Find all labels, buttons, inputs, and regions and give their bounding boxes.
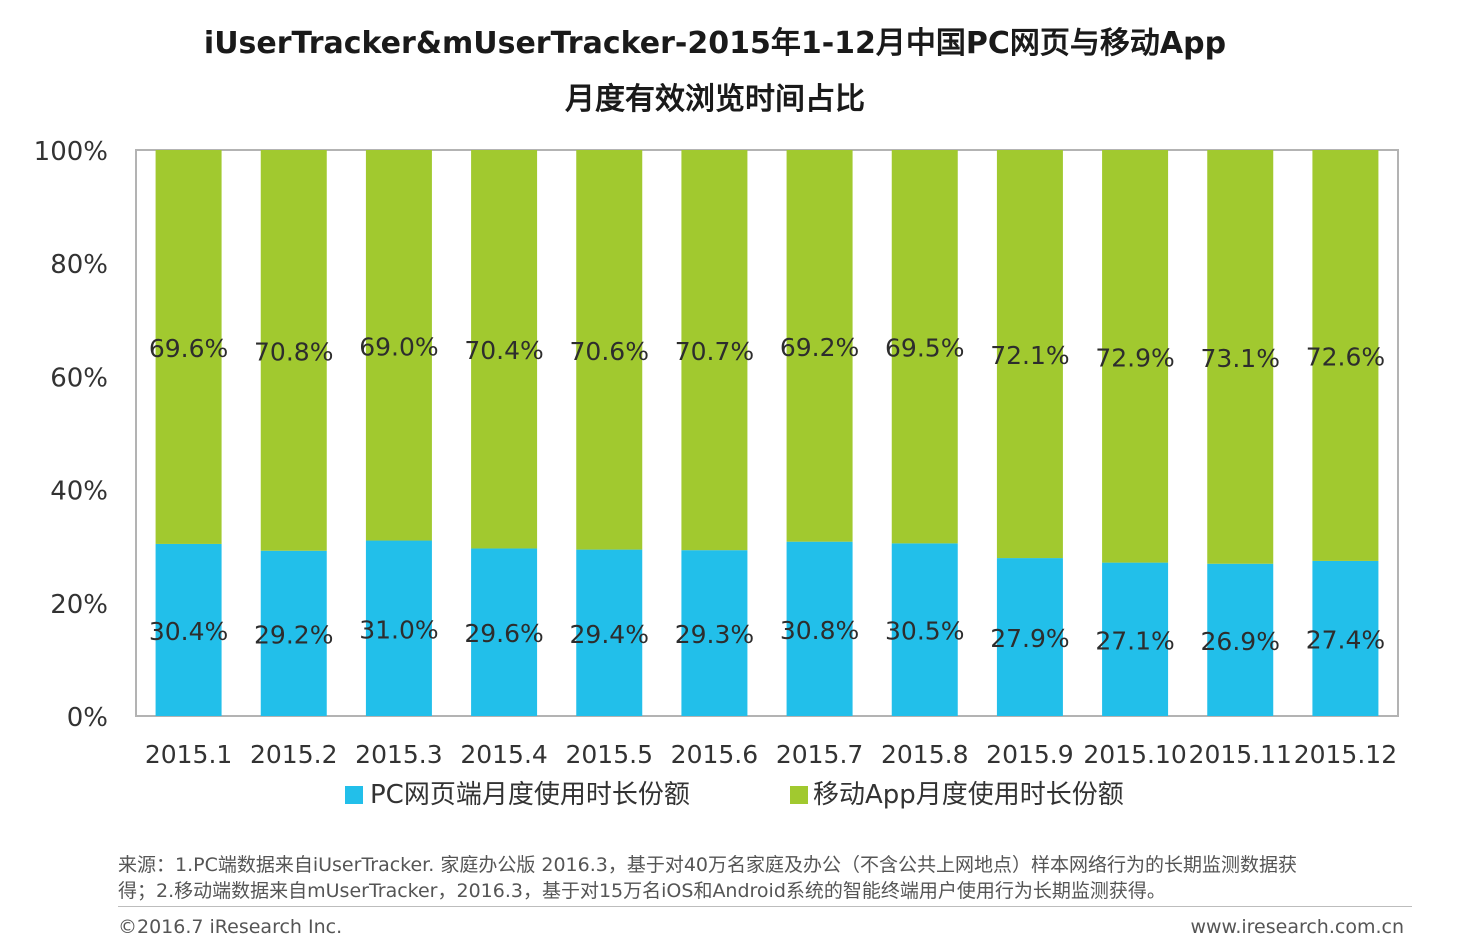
y-tick-label: 100% (34, 137, 108, 167)
bar-pc-2015.11 (1207, 563, 1274, 716)
bar-pc-2015.9 (996, 558, 1063, 716)
data-label-pc: 27.9% (990, 624, 1069, 653)
data-label-pc: 30.8% (780, 616, 859, 645)
bar-mobile-2015.9 (996, 150, 1063, 559)
x-tick-label: 2015.4 (460, 740, 547, 769)
data-label-mobile: 70.6% (570, 337, 649, 366)
x-tick-label: 2015.1 (145, 740, 232, 769)
x-tick-label: 2015.8 (881, 740, 968, 769)
chart-title-line2: 月度有效浏览时间占比 (565, 82, 865, 117)
data-label-pc: 29.4% (570, 620, 649, 649)
bar-mobile-2015.7 (786, 150, 853, 542)
data-label-mobile: 69.2% (780, 333, 859, 362)
bar-mobile-2015.2 (260, 150, 327, 551)
data-label-mobile: 72.6% (1306, 342, 1385, 371)
data-label-pc: 29.3% (675, 620, 754, 649)
data-label-pc: 29.2% (254, 620, 333, 649)
y-tick-label: 0% (67, 703, 108, 733)
chart-title-line1: iUserTracker&mUserTracker-2015年1-12月中国PC… (203, 26, 1227, 61)
bar-pc-2015.10 (1102, 562, 1169, 716)
data-label-pc: 29.6% (464, 619, 543, 648)
plot-frame (135, 149, 1399, 717)
data-label-mobile: 69.5% (885, 334, 964, 363)
source-note-line1: 来源：1.PC端数据来自iUserTracker. 家庭办公版 2016.3，基… (118, 854, 1298, 876)
data-label-mobile: 69.0% (359, 332, 438, 361)
y-tick-label: 40% (50, 477, 108, 507)
source-note-line2: 得；2.移动端数据来自mUserTracker，2016.3，基于对15万名iO… (118, 880, 1166, 902)
x-tick-label: 2015.12 (1294, 740, 1397, 769)
x-tick-label: 2015.2 (250, 740, 337, 769)
bar-mobile-2015.11 (1207, 150, 1274, 564)
bar-pc-2015.6 (681, 550, 748, 716)
bar-mobile-2015.5 (576, 150, 643, 550)
bar-pc-2015.3 (365, 540, 432, 716)
bar-mobile-2015.1 (155, 150, 222, 544)
data-label-pc: 30.4% (149, 617, 228, 646)
data-label-pc: 27.1% (1095, 626, 1174, 655)
bar-mobile-2015.4 (471, 150, 538, 549)
data-label-mobile: 70.8% (254, 337, 333, 366)
data-label-mobile: 69.6% (149, 334, 228, 363)
x-tick-label: 2015.9 (986, 740, 1073, 769)
bar-mobile-2015.10 (1102, 150, 1169, 563)
data-label-mobile: 73.1% (1201, 344, 1280, 373)
x-tick-label: 2015.3 (355, 740, 442, 769)
bar-pc-2015.5 (576, 549, 643, 716)
x-tick-label: 2015.5 (566, 740, 653, 769)
website-link[interactable]: www.iresearch.com.cn (1190, 916, 1404, 938)
data-label-mobile: 70.4% (464, 336, 543, 365)
bar-mobile-2015.12 (1312, 150, 1379, 561)
data-label-pc: 30.5% (885, 617, 964, 646)
y-tick-label: 80% (50, 250, 108, 280)
data-label-pc: 26.9% (1201, 627, 1280, 656)
copyright-text: ©2016.7 iResearch Inc. (118, 916, 343, 938)
x-tick-label: 2015.10 (1083, 740, 1186, 769)
data-label-mobile: 70.7% (675, 337, 754, 366)
bar-mobile-2015.3 (365, 150, 432, 541)
y-tick-label: 20% (50, 590, 108, 620)
legend-swatch-mobile (790, 786, 808, 804)
footer-divider (118, 906, 1412, 907)
legend-label-mobile: 移动App月度使用时长份额 (813, 780, 1124, 810)
x-tick-label: 2015.7 (776, 740, 863, 769)
bar-pc-2015.4 (471, 548, 538, 716)
y-tick-label: 60% (50, 363, 108, 393)
legend-label-pc: PC网页端月度使用时长份额 (370, 780, 690, 810)
data-label-mobile: 72.9% (1095, 343, 1174, 372)
bar-pc-2015.8 (891, 543, 958, 716)
x-tick-label: 2015.11 (1189, 740, 1292, 769)
data-label-pc: 27.4% (1306, 625, 1385, 654)
bar-mobile-2015.6 (681, 150, 748, 551)
bar-pc-2015.1 (155, 543, 222, 716)
legend-swatch-pc (345, 786, 363, 804)
bar-mobile-2015.8 (891, 150, 958, 544)
data-label-mobile: 72.1% (990, 341, 1069, 370)
bar-pc-2015.2 (260, 550, 327, 716)
data-label-pc: 31.0% (359, 615, 438, 644)
bar-pc-2015.12 (1312, 560, 1379, 716)
x-tick-label: 2015.6 (671, 740, 758, 769)
bar-pc-2015.7 (786, 541, 853, 716)
